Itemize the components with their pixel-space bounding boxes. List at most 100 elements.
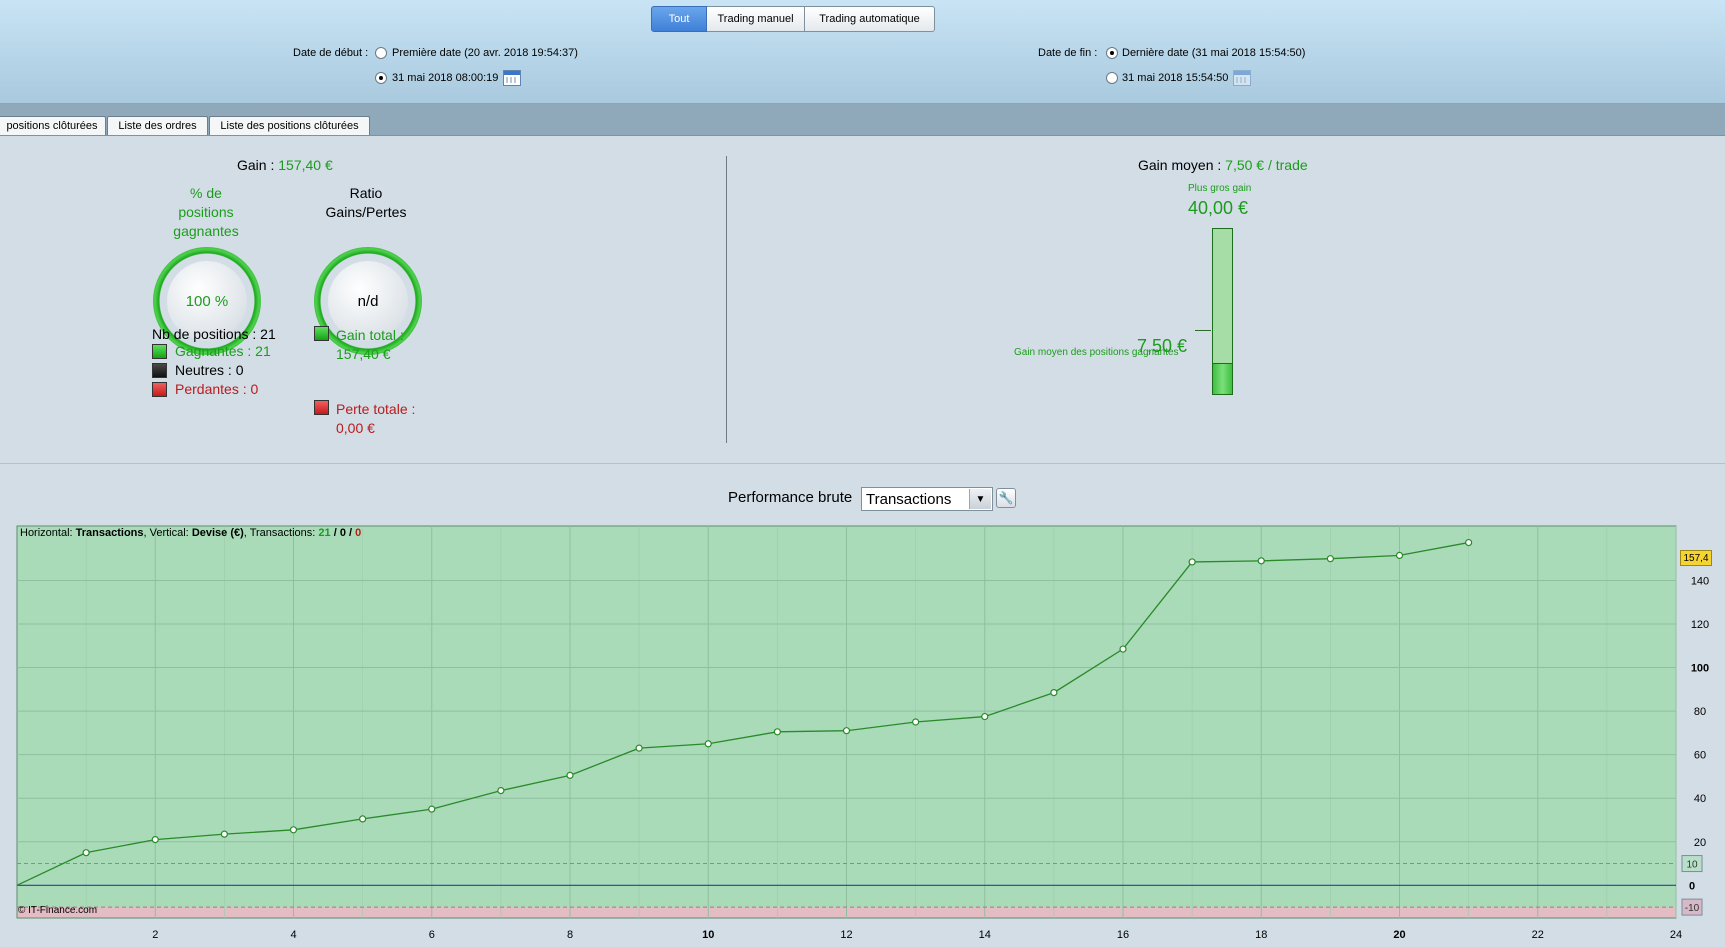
- end-last-date-label: Dernière date (31 mai 2018 15:54:50): [1122, 47, 1306, 59]
- total-gain-swatch: [314, 326, 329, 341]
- biggest-gain-value: 40,00 €: [1188, 198, 1249, 218]
- info-separator-1: /: [333, 527, 337, 539]
- total-loss-label: Perte totale :: [336, 401, 416, 417]
- copyright: © IT-Finance.com: [18, 905, 98, 916]
- data-point: [1395, 551, 1404, 559]
- avg-winning-arrow: [1195, 330, 1211, 331]
- tab-orders-list[interactable]: Liste des ordres: [107, 116, 208, 135]
- x-tick-label: 8: [567, 929, 573, 941]
- performance-line: [16, 541, 1469, 886]
- info-loss-count: 0: [355, 527, 362, 539]
- info-win-count: 21: [318, 527, 331, 539]
- info-separator-2: /: [349, 527, 353, 539]
- neutral-legend-swatch: [152, 363, 167, 378]
- tab-automatic-trading[interactable]: Trading automatique: [805, 6, 935, 32]
- positions-count: Nb de positions : 21: [152, 326, 276, 342]
- end-date-label: Date de fin :: [1038, 47, 1098, 59]
- data-point: [428, 805, 436, 813]
- stats-panel: Gain : 157,40 € % de positions gagnantes…: [0, 136, 1725, 464]
- total-loss-value: 0,00 €: [336, 420, 375, 436]
- header-bar: Tout Trading manuel Trading automatique …: [0, 0, 1725, 104]
- gain-bar: [1212, 228, 1233, 395]
- x-tick-label: 2: [152, 929, 158, 941]
- y-tick-label: 120: [1691, 619, 1709, 631]
- tab-closed-positions-list[interactable]: Liste des positions clôturées: [209, 116, 370, 135]
- x-tick-label: 20: [1393, 929, 1405, 941]
- data-point: [1326, 555, 1334, 563]
- y-tick-label: 40: [1694, 793, 1706, 805]
- performance-label: Performance brute: [728, 489, 853, 506]
- wrench-icon[interactable]: 🔧: [996, 488, 1016, 508]
- performance-chart: 2 4 6 8 10 12 14 16 18 20 22 24 20 40 60 80 100 120 140 10 0…: [0, 524, 1725, 947]
- end-custom-date-value: 31 mai 2018 15:54:50: [1122, 72, 1229, 84]
- minus-ten-marker: -10: [1685, 903, 1700, 914]
- info-vertical-value: Devise (€): [191, 527, 244, 539]
- x-tick-label: 14: [979, 929, 991, 941]
- plus-ten-marker-box: [1681, 855, 1703, 873]
- y-tick-label: 20: [1694, 837, 1706, 849]
- y-tick-label: 60: [1694, 750, 1706, 762]
- start-date-label: Date de début :: [293, 47, 369, 59]
- performance-select[interactable]: Transactions ▼: [861, 487, 993, 511]
- x-tick-label: 10: [702, 929, 714, 941]
- win-rate-gauge: 100 %: [153, 247, 261, 355]
- plus-ten-marker: 10: [1686, 860, 1698, 871]
- win-rate-title-line1: % de: [190, 185, 222, 201]
- x-tick-label: 16: [1117, 929, 1129, 941]
- ratio-title-line1: Ratio: [349, 185, 383, 201]
- data-point: [842, 727, 851, 735]
- end-calendar-icon[interactable]: [1233, 70, 1251, 86]
- start-calendar-icon[interactable]: [503, 70, 521, 86]
- data-point: [1050, 689, 1058, 697]
- data-point: [912, 718, 920, 726]
- neutral-count: Neutres : 0: [175, 362, 244, 378]
- end-custom-date-radio[interactable]: [1106, 72, 1118, 84]
- data-point: [635, 744, 643, 752]
- view-tabs: positions clôturées Liste des ordres Lis…: [0, 104, 1725, 136]
- tab-closed-positions-partial[interactable]: positions clôturées: [0, 116, 106, 135]
- chevron-down-icon[interactable]: ▼: [969, 489, 991, 509]
- info-vertical-label: , Vertical:: [143, 527, 189, 539]
- performance-select-value: Transactions: [866, 490, 952, 508]
- data-point: [359, 815, 367, 823]
- x-tick-label: 6: [429, 929, 435, 941]
- data-point: [220, 830, 228, 838]
- average-gain-label: Gain moyen :: [1138, 157, 1222, 173]
- start-custom-date-radio[interactable]: [375, 72, 387, 84]
- minus-ten-marker-box: [1681, 898, 1703, 916]
- x-tick-label: 22: [1532, 929, 1544, 941]
- data-point: [1119, 645, 1127, 653]
- panel-divider: [726, 156, 727, 443]
- avg-winning-value: 7,50 €: [1137, 336, 1188, 356]
- data-point: [566, 771, 574, 779]
- tab-manual-trading[interactable]: Trading manuel: [707, 6, 805, 32]
- last-value-marker: 157,4: [1680, 550, 1712, 566]
- win-rate-title-line3: gagnantes: [173, 223, 239, 239]
- data-point: [497, 787, 505, 795]
- data-point: [289, 826, 298, 834]
- average-gain-value: 7,50 € / trade: [1225, 157, 1308, 173]
- end-last-date-radio[interactable]: [1106, 47, 1118, 59]
- winning-legend-swatch: [152, 344, 167, 359]
- data-point: [82, 849, 90, 857]
- ratio-gauge: n/d: [314, 247, 422, 355]
- average-gain: Gain moyen : 7,50 € / trade: [1138, 157, 1308, 173]
- data-point: [704, 740, 712, 748]
- y-tick-label: 100: [1691, 663, 1709, 675]
- total-gain: Gain total : 157,40 €: [336, 326, 404, 364]
- start-first-date-radio[interactable]: [375, 47, 387, 59]
- info-horizontal-value: Transactions: [75, 527, 144, 539]
- x-tick-label: 18: [1255, 929, 1267, 941]
- ratio-title: Ratio Gains/Pertes: [306, 184, 426, 222]
- total-gain-label: Gain total :: [336, 327, 404, 343]
- chart-info-line: Horizontal: Transactions, Vertical: Devi…: [20, 527, 361, 539]
- ratio-title-line2: Gains/Pertes: [325, 204, 407, 220]
- x-tick-label: 12: [840, 929, 852, 941]
- tab-all[interactable]: Tout: [651, 6, 707, 32]
- data-point: [151, 836, 159, 844]
- x-tick-label: 4: [290, 929, 296, 941]
- winning-count: Gagnantes : 21: [175, 343, 271, 359]
- win-rate-value: 100 %: [167, 261, 247, 341]
- data-point: [1188, 558, 1196, 566]
- data-point: [1257, 557, 1265, 565]
